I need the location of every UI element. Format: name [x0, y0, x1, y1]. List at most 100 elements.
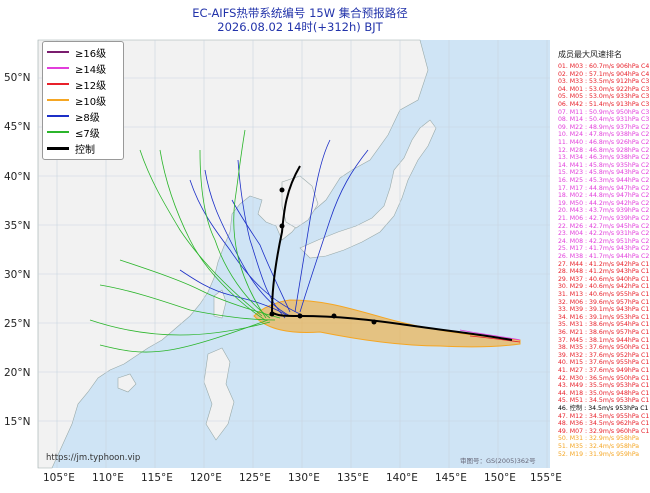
ranking-item: 10. M24 : 47.8m/s 938hPa C2 [558, 131, 650, 139]
ranking-item: 03. M33 : 53.5m/s 912hPa C3 [558, 78, 650, 86]
ranking-item: 16. M25 : 45.3m/s 944hPa C2 [558, 177, 650, 184]
lat-label: 35°N [4, 220, 31, 232]
ranking-item: 21. M06 : 42.7m/s 939hPa C2 [558, 215, 650, 222]
ranking-item: 42. M30 : 36.5m/s 950hPa C1 [558, 374, 650, 382]
lon-label: 115°E [141, 472, 173, 484]
legend-item: ≥12级 [47, 77, 107, 92]
source-url[interactable]: https://jm.typhoon.vip [46, 453, 141, 463]
ranking-item: 08. M14 : 50.4m/s 931hPa C3 [558, 116, 650, 124]
lat-label: 45°N [4, 121, 31, 133]
ranking-item: 49. M07 : 32.9m/s 960hPa C1 [558, 427, 650, 435]
legend-label: ≥12级 [75, 80, 107, 92]
ranking-item: 47. M12 : 34.5m/s 955hPa C1 [558, 412, 650, 420]
lon-label: 110°E [92, 472, 124, 484]
ranking-item: 24. M08 : 42.2m/s 951hPa C2 [558, 237, 650, 245]
ranking-item: 14. M41 : 45.8m/s 935hPa C2 [558, 161, 650, 169]
ranking-item: 09. M22 : 48.9m/s 937hPa C2 [558, 123, 650, 131]
legend-label: ≤7级 [75, 128, 100, 140]
land-taiwan [213, 289, 227, 319]
ranking-item: 37. M45 : 38.1m/s 944hPa C1 [558, 336, 650, 344]
ranking-item: 41. M27 : 37.6m/s 949hPa C1 [558, 367, 650, 374]
ranking-item: 01. M03 : 60.7m/s 906hPa C4 [558, 63, 650, 70]
legend-label: 控制 [75, 144, 95, 156]
ensemble-tracks [89, 129, 521, 353]
ranking-title: 成员最大风速排名 [558, 50, 622, 59]
ranking-item: 51. M35 : 32.4m/s 958hPa [558, 443, 640, 450]
ranking-item: 43. M49 : 35.5m/s 953hPa C1 [558, 382, 650, 390]
ranking-item: 04. M01 : 53.0m/s 922hPa C3 [558, 85, 650, 93]
legend-label: ≥8级 [75, 112, 100, 124]
ranking-item: 02. M20 : 57.1m/s 904hPa C4 [558, 70, 650, 78]
lon-label: 120°E [190, 472, 222, 484]
ranking-item: 35. M31 : 38.6m/s 954hPa C1 [558, 321, 650, 329]
lon-label: 105°E [43, 472, 75, 484]
ranking-item: 40. M15 : 37.6m/s 955hPa C1 [558, 359, 650, 367]
ranking-item: 05. M05 : 53.0m/s 933hPa C3 [558, 93, 650, 101]
legend-label: ≥10级 [75, 96, 107, 108]
ranking-item: 20. M43 : 43.7m/s 939hPa C2 [558, 207, 650, 215]
lat-label: 20°N [4, 367, 31, 379]
map-subtitle: 2026.08.02 14时(+312h) BJT [217, 20, 383, 34]
ranking-item: 15. M23 : 45.8m/s 943hPa C2 [558, 169, 650, 177]
lat-label: 15°N [4, 416, 31, 428]
map-title: EC-AIFS热带系统编号 15W 集合预报路径 [192, 6, 408, 20]
legend: ≥16级 ≥14级 ≥12级 ≥10级 ≥8级 ≤7级 控制 [42, 41, 124, 160]
legend-item: ≥16级 [47, 45, 107, 60]
lon-label: 125°E [239, 472, 271, 484]
lon-label: 155°E [530, 472, 562, 484]
land-philippines [203, 347, 235, 441]
ranking-item: 29. M37 : 40.6m/s 940hPa C1 [558, 275, 650, 283]
ranking-item: 23. M04 : 42.2m/s 931hPa C2 [558, 230, 650, 238]
legend-item: ≥8级 [47, 109, 100, 124]
lon-label: 140°E [386, 472, 418, 484]
legend-swatch [47, 67, 69, 69]
ranking-item: 06. M42 : 51.4m/s 913hPa C3 [558, 101, 650, 108]
land-hainan [117, 373, 137, 393]
ranking-item: 17. M17 : 44.8m/s 947hPa C2 [558, 184, 650, 192]
ranking-item: 22. M26 : 42.7m/s 945hPa C2 [558, 222, 650, 230]
legend-item: 控制 [47, 141, 95, 156]
ranking-item: 50. M31 : 32.9m/s 958hPa [558, 435, 640, 443]
ranking-item: 31. M13 : 40.6m/s 955hPa C1 [558, 291, 650, 298]
ranking-item: 48. M36 : 34.5m/s 962hPa C1 [558, 420, 650, 428]
ranking-item: 11. M40 : 46.8m/s 926hPa C2 [558, 139, 650, 146]
legend-label: ≥16级 [75, 48, 107, 60]
ranking-item: 52. M19 : 31.9m/s 959hPa [558, 450, 640, 458]
ranking-item: 32. M06 : 39.6m/s 957hPa C1 [558, 298, 650, 306]
ranking-item: 46. 控制 : 34.5m/s 953hPa C1 [558, 405, 649, 412]
lon-label: 135°E [337, 472, 369, 484]
ranking-item: 18. M02 : 44.8m/s 947hPa C2 [558, 192, 650, 200]
ranking-item: 13. M34 : 46.3m/s 938hPa C2 [558, 154, 650, 162]
legend-swatch [47, 131, 69, 133]
track-envelope [253, 299, 521, 348]
legend-swatch [47, 99, 69, 101]
ranking-item: 27. M44 : 41.2m/s 942hPa C1 [558, 260, 650, 268]
legend-swatch [47, 115, 69, 117]
legend-label: ≥14级 [75, 64, 107, 76]
legend-item: ≥14级 [47, 61, 107, 76]
lon-label: 145°E [435, 472, 467, 484]
lat-label: 30°N [4, 269, 31, 281]
legend-swatch [47, 146, 69, 150]
legend-swatch [47, 83, 69, 85]
ranking-item: 33. M39 : 39.1m/s 943hPa C1 [558, 306, 650, 314]
ranking-item: 44. M18 : 35.0m/s 948hPa C1 [558, 389, 650, 397]
ranking-item: 25. M17 : 41.7m/s 943hPa C2 [558, 245, 650, 253]
ranking-item: 12. M28 : 46.8m/s 928hPa C2 [558, 146, 650, 154]
ranking-item: 07. M11 : 50.9m/s 950hPa C3 [558, 108, 650, 116]
ranking-item: 19. M50 : 44.2m/s 942hPa C2 [558, 199, 650, 207]
land-japan [299, 119, 437, 259]
land-korea [281, 175, 319, 229]
ranking-item: 26. M38 : 41.7m/s 944hPa C2 [558, 253, 650, 260]
ranking-item: 45. M51 : 34.5m/s 953hPa C1 [558, 397, 650, 405]
ranking-item: 28. M48 : 41.2m/s 943hPa C1 [558, 268, 650, 276]
lat-label: 40°N [4, 171, 31, 183]
legend-swatch [47, 51, 69, 53]
ranking-item: 30. M29 : 40.6m/s 942hPa C1 [558, 283, 650, 291]
ranking-item: 39. M32 : 37.6m/s 952hPa C1 [558, 351, 650, 359]
control-track [270, 165, 513, 341]
lat-label: 50°N [4, 72, 31, 84]
lat-label: 25°N [4, 318, 31, 330]
